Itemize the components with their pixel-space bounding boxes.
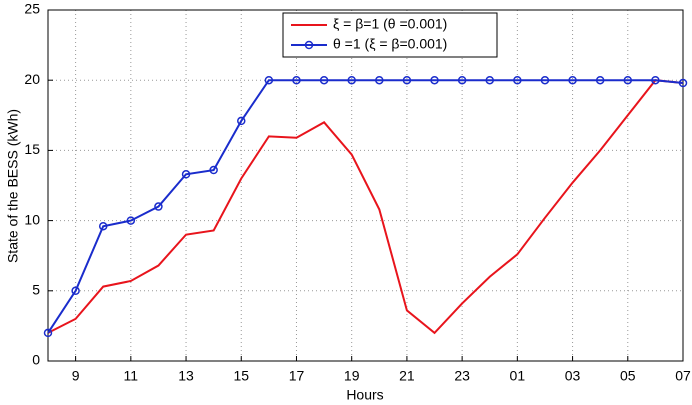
data-point xyxy=(98,221,108,231)
x-tick-label: 11 xyxy=(124,368,139,384)
x-tick-label: 05 xyxy=(620,368,636,384)
data-point xyxy=(292,75,301,85)
data-point xyxy=(430,75,439,85)
data-point xyxy=(347,75,356,85)
data-point xyxy=(43,328,53,338)
data-point xyxy=(264,75,274,85)
x-tick-label: 17 xyxy=(289,368,305,384)
x-tick-label: 13 xyxy=(178,368,194,384)
data-point xyxy=(237,116,246,126)
data-point xyxy=(513,75,522,85)
data-point xyxy=(319,75,329,85)
data-point xyxy=(623,75,633,85)
series-line xyxy=(47,79,684,334)
x-tick-label: 9 xyxy=(72,368,80,384)
data-point xyxy=(540,75,550,85)
data-point xyxy=(375,75,384,85)
x-tick-label: 21 xyxy=(399,368,415,384)
y-tick-label: 0 xyxy=(32,352,40,368)
x-tick-label: 19 xyxy=(344,368,360,384)
data-point xyxy=(678,78,688,88)
data-point xyxy=(154,202,163,211)
data-point xyxy=(568,75,577,85)
x-axis-label: Hours xyxy=(346,387,383,403)
series-line xyxy=(47,79,684,335)
axes-frame xyxy=(47,9,684,362)
data-point xyxy=(402,75,412,85)
data-point xyxy=(651,75,660,85)
y-tick-label: 25 xyxy=(24,1,40,17)
x-tick-label: 15 xyxy=(233,368,249,384)
y-tick-label: 15 xyxy=(24,141,40,157)
y-tick-label: 10 xyxy=(24,211,40,227)
data-point xyxy=(595,75,605,85)
legend-box xyxy=(282,12,498,58)
data-point xyxy=(457,75,467,85)
x-tick-label: 07 xyxy=(675,368,691,384)
plot-area xyxy=(48,10,683,361)
y-tick-label: 20 xyxy=(24,71,40,87)
data-point xyxy=(485,75,494,85)
y-axis-label: State of the BESS (kWh) xyxy=(5,109,21,263)
data-point xyxy=(209,165,218,175)
data-point xyxy=(71,286,80,296)
legend-marker xyxy=(304,40,314,50)
y-tick-label: 5 xyxy=(32,282,40,298)
data-point xyxy=(126,216,136,225)
data-point xyxy=(181,170,191,179)
legend-label: ξ = β=1 (θ =0.001) xyxy=(333,16,447,32)
x-tick-label: 23 xyxy=(454,368,470,384)
legend-label: θ =1 (ξ = β=0.001) xyxy=(333,36,447,52)
x-tick-label: 03 xyxy=(565,368,581,384)
x-tick-label: 01 xyxy=(510,368,526,384)
